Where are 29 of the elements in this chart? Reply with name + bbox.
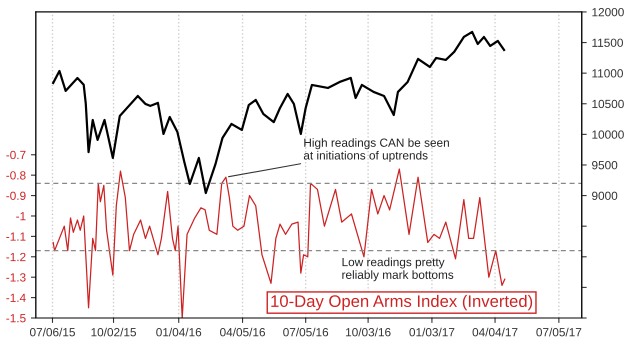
y2-tick-label: 9000: [592, 192, 618, 200]
x-tick-label: 07/06/15: [30, 328, 75, 336]
y-tick-label: -1.2: [6, 252, 26, 262]
x-tick-label: 10/03/16: [346, 328, 391, 336]
y-tick-label: -1.1: [6, 232, 26, 241]
x-tick-label: 07/05/16: [283, 328, 328, 336]
y-tick-label: -1.3: [6, 273, 26, 282]
x-tick-label: 10/02/15: [91, 328, 136, 336]
x-tick-label: 01/03/17: [409, 328, 454, 336]
x-tick-label: 07/05/17: [536, 328, 582, 336]
y-tick-label: -0.7: [6, 150, 26, 160]
x-tick-label: 04/05/16: [220, 328, 266, 336]
y2-tick-label: 11500: [592, 38, 623, 47]
y2-tick-label: 12000: [592, 8, 624, 16]
y2-tick-label: 10500: [592, 100, 624, 108]
y-tick-label: -1.4: [6, 294, 26, 302]
line-series: [52, 30, 506, 194]
y2-tick-label: 11000: [592, 69, 623, 78]
y2-tick-label: 10000: [592, 130, 624, 139]
y2-tick-label: 9500: [592, 161, 618, 170]
series-label: 10-Day Open Arms Index (Inverted): [271, 294, 532, 310]
y-tick-label: -1.5: [6, 314, 26, 322]
annotation: Low readings pretty reliably mark bottoms: [342, 258, 454, 282]
y-tick-label: -0.9: [6, 192, 26, 200]
y-tick-label: -0.8: [6, 171, 26, 180]
annotation: High readings CAN be seen at initiations of uptrends: [304, 138, 449, 162]
y-tick-label: -1: [16, 212, 26, 220]
x-tick-label: 01/04/16: [156, 328, 202, 336]
x-tick-label: 04/04/17: [472, 328, 518, 336]
